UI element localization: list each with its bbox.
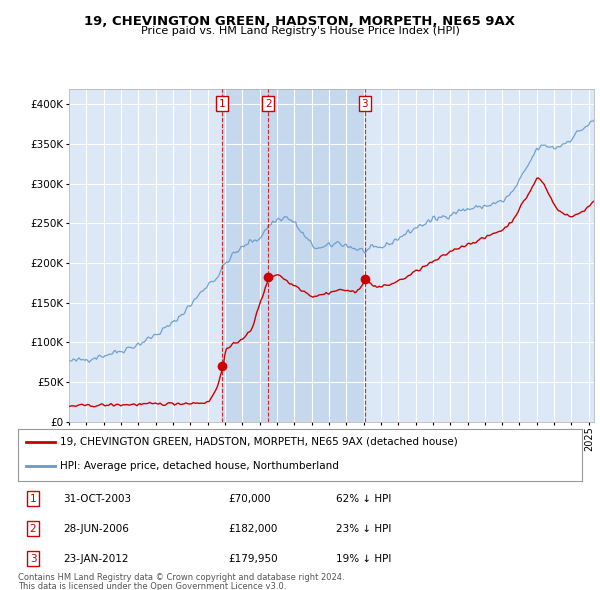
Text: Contains HM Land Registry data © Crown copyright and database right 2024.: Contains HM Land Registry data © Crown c… — [18, 573, 344, 582]
Text: 31-OCT-2003: 31-OCT-2003 — [63, 494, 131, 503]
Text: 23-JAN-2012: 23-JAN-2012 — [63, 554, 128, 563]
Text: HPI: Average price, detached house, Northumberland: HPI: Average price, detached house, Nort… — [60, 461, 339, 471]
Text: 23% ↓ HPI: 23% ↓ HPI — [336, 524, 391, 533]
Bar — [222, 88, 268, 422]
Text: 3: 3 — [29, 554, 37, 563]
Text: 62% ↓ HPI: 62% ↓ HPI — [336, 494, 391, 503]
Text: 28-JUN-2006: 28-JUN-2006 — [63, 524, 129, 533]
Text: £179,950: £179,950 — [228, 554, 278, 563]
Text: Price paid vs. HM Land Registry's House Price Index (HPI): Price paid vs. HM Land Registry's House … — [140, 26, 460, 36]
Text: 19, CHEVINGTON GREEN, HADSTON, MORPETH, NE65 9AX: 19, CHEVINGTON GREEN, HADSTON, MORPETH, … — [85, 15, 515, 28]
Text: 1: 1 — [29, 494, 37, 503]
Text: 19% ↓ HPI: 19% ↓ HPI — [336, 554, 391, 563]
Bar — [268, 88, 365, 422]
Text: 3: 3 — [361, 99, 368, 109]
Text: 19, CHEVINGTON GREEN, HADSTON, MORPETH, NE65 9AX (detached house): 19, CHEVINGTON GREEN, HADSTON, MORPETH, … — [60, 437, 458, 447]
Text: 2: 2 — [265, 99, 271, 109]
Text: This data is licensed under the Open Government Licence v3.0.: This data is licensed under the Open Gov… — [18, 582, 286, 590]
Text: £70,000: £70,000 — [228, 494, 271, 503]
Text: £182,000: £182,000 — [228, 524, 277, 533]
Text: 2: 2 — [29, 524, 37, 533]
Text: 1: 1 — [218, 99, 226, 109]
